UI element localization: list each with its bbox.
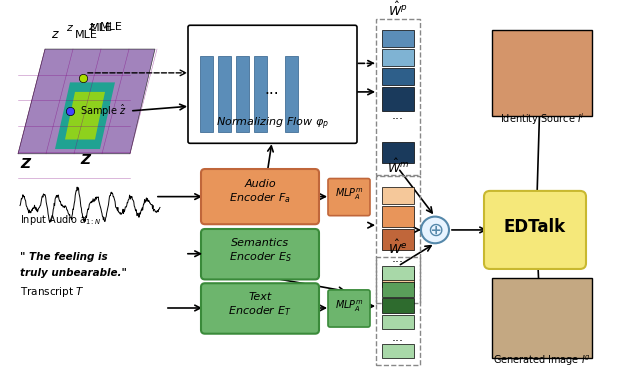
Text: Normalizing Flow $\varphi_p$: Normalizing Flow $\varphi_p$ <box>216 116 328 132</box>
Text: $MLP_A^m$: $MLP_A^m$ <box>335 187 364 203</box>
Text: MLE: MLE <box>75 30 98 40</box>
Text: ...: ... <box>392 109 404 122</box>
FancyBboxPatch shape <box>382 299 414 313</box>
Text: $\hat{W}^p$: $\hat{W}^p$ <box>388 0 408 19</box>
FancyBboxPatch shape <box>382 206 414 227</box>
Text: ...: ... <box>392 252 404 265</box>
FancyBboxPatch shape <box>382 187 414 204</box>
FancyBboxPatch shape <box>382 142 414 163</box>
FancyBboxPatch shape <box>382 266 414 280</box>
FancyBboxPatch shape <box>382 282 414 296</box>
FancyBboxPatch shape <box>492 30 592 116</box>
Text: Input Audio $a_{1:N}$: Input Audio $a_{1:N}$ <box>20 213 101 227</box>
FancyBboxPatch shape <box>382 68 414 85</box>
FancyBboxPatch shape <box>382 229 414 250</box>
FancyBboxPatch shape <box>236 56 249 132</box>
FancyBboxPatch shape <box>201 229 319 279</box>
FancyBboxPatch shape <box>382 270 414 287</box>
FancyBboxPatch shape <box>492 278 592 358</box>
Text: Z: Z <box>80 154 90 167</box>
Text: MLE: MLE <box>90 23 113 33</box>
Text: z: z <box>88 22 94 32</box>
FancyBboxPatch shape <box>382 30 414 47</box>
FancyBboxPatch shape <box>382 344 414 358</box>
Text: truly unbearable.": truly unbearable." <box>20 268 127 278</box>
Text: $\hat{W}^m$: $\hat{W}^m$ <box>387 158 409 176</box>
Text: ...: ... <box>392 331 404 344</box>
FancyBboxPatch shape <box>382 87 414 111</box>
Text: Audio
Encoder $F_a$: Audio Encoder $F_a$ <box>229 179 291 205</box>
FancyBboxPatch shape <box>254 56 267 132</box>
Text: Semantics
Encoder $E_S$: Semantics Encoder $E_S$ <box>228 238 291 264</box>
Text: $z$: $z$ <box>51 28 60 41</box>
Text: Z: Z <box>20 157 30 171</box>
Polygon shape <box>18 49 155 154</box>
Text: ...: ... <box>265 82 279 96</box>
FancyBboxPatch shape <box>484 191 586 269</box>
FancyBboxPatch shape <box>328 290 370 327</box>
FancyBboxPatch shape <box>188 25 357 143</box>
Text: MLE: MLE <box>100 22 123 32</box>
FancyBboxPatch shape <box>201 283 319 334</box>
Text: Text
Encoder $E_T$: Text Encoder $E_T$ <box>228 292 292 318</box>
Circle shape <box>421 217 449 243</box>
Text: $MLP_A^m$: $MLP_A^m$ <box>335 298 364 314</box>
FancyBboxPatch shape <box>382 49 414 66</box>
Text: Transcript $T$: Transcript $T$ <box>20 285 85 299</box>
FancyBboxPatch shape <box>201 169 319 224</box>
Polygon shape <box>65 92 105 139</box>
Text: $\hat{W}^e$: $\hat{W}^e$ <box>388 239 408 257</box>
FancyBboxPatch shape <box>285 56 298 132</box>
Polygon shape <box>55 82 115 149</box>
Text: Sample $\hat{z}$: Sample $\hat{z}$ <box>80 103 127 119</box>
Text: Generated Image $I^g$: Generated Image $I^g$ <box>493 354 591 368</box>
Text: z: z <box>66 23 72 33</box>
FancyBboxPatch shape <box>328 178 370 216</box>
Text: $\oplus$: $\oplus$ <box>427 220 444 239</box>
Text: Identity Source $I^i$: Identity Source $I^i$ <box>500 111 584 127</box>
Text: EDTalk: EDTalk <box>504 218 566 236</box>
FancyBboxPatch shape <box>200 56 213 132</box>
FancyBboxPatch shape <box>382 315 414 329</box>
Text: " The feeling is: " The feeling is <box>20 252 108 262</box>
FancyBboxPatch shape <box>218 56 231 132</box>
